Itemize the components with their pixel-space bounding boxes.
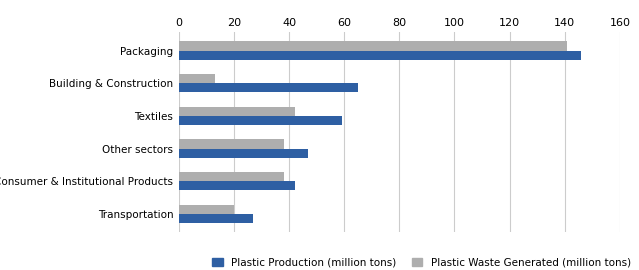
Bar xyxy=(179,181,295,190)
Bar xyxy=(179,140,284,148)
Bar xyxy=(179,214,253,223)
Bar xyxy=(179,148,309,158)
Bar xyxy=(179,107,295,116)
Legend: Plastic Production (million tons), Plastic Waste Generated (million tons): Plastic Production (million tons), Plast… xyxy=(208,253,635,270)
Bar xyxy=(179,51,581,60)
Bar xyxy=(179,83,358,92)
Bar xyxy=(179,42,567,51)
Bar xyxy=(179,74,215,83)
Bar xyxy=(179,116,341,125)
Bar xyxy=(179,172,284,181)
Bar xyxy=(179,205,234,214)
